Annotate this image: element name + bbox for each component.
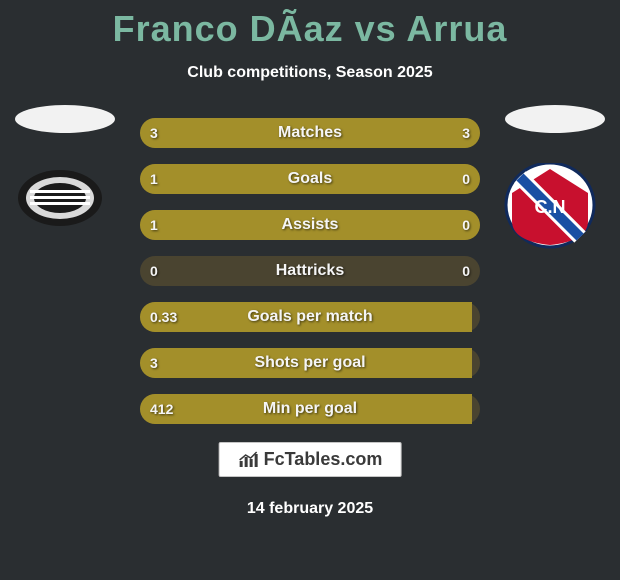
stat-label: Min per goal [140, 394, 480, 424]
right-value: 0 [462, 164, 470, 194]
watermark-text: FcTables.com [264, 449, 383, 470]
left-value: 412 [150, 394, 173, 424]
comparison-bar-chart: Matches33Goals10Assists10Hattricks00Goal… [0, 118, 620, 440]
stat-row-hattricks: Hattricks0 0 [0, 256, 620, 286]
comparison-date: 14 february 2025 [0, 500, 620, 518]
stat-label: Shots per goal [140, 348, 480, 378]
stat-row-goals: Goals1 0 [0, 164, 620, 194]
stat-track: Min per goal412 [140, 394, 480, 424]
left-value: 0 [150, 256, 158, 286]
stat-track: Matches3 3 [140, 118, 480, 148]
chart-icon [238, 451, 260, 469]
comparison-title: Franco DÃ­az vs Arrua [0, 0, 620, 50]
right-value: 3 [462, 118, 470, 148]
left-value: 0.33 [150, 302, 177, 332]
stat-label: Goals per match [140, 302, 480, 332]
stat-label: Goals [140, 164, 480, 194]
stat-row-assists: Assists1 0 [0, 210, 620, 240]
stat-label: Hattricks [140, 256, 480, 286]
stat-row-shots-per-goal: Shots per goal3 [0, 348, 620, 378]
left-value: 3 [150, 348, 158, 378]
stat-row-matches: Matches3 3 [0, 118, 620, 148]
stat-row-min-per-goal: Min per goal412 [0, 394, 620, 424]
left-value: 1 [150, 210, 158, 240]
stat-track: Assists1 0 [140, 210, 480, 240]
stat-label: Matches [140, 118, 480, 148]
stat-row-goals-per-match: Goals per match0.33 [0, 302, 620, 332]
right-value: 0 [462, 210, 470, 240]
left-value: 3 [150, 118, 158, 148]
left-value: 1 [150, 164, 158, 194]
stat-label: Assists [140, 210, 480, 240]
stat-track: Hattricks0 0 [140, 256, 480, 286]
stat-track: Goals1 0 [140, 164, 480, 194]
comparison-subtitle: Club competitions, Season 2025 [0, 64, 620, 82]
stat-track: Shots per goal3 [140, 348, 480, 378]
fctables-watermark: FcTables.com [219, 442, 402, 477]
right-value: 0 [462, 256, 470, 286]
stat-track: Goals per match0.33 [140, 302, 480, 332]
